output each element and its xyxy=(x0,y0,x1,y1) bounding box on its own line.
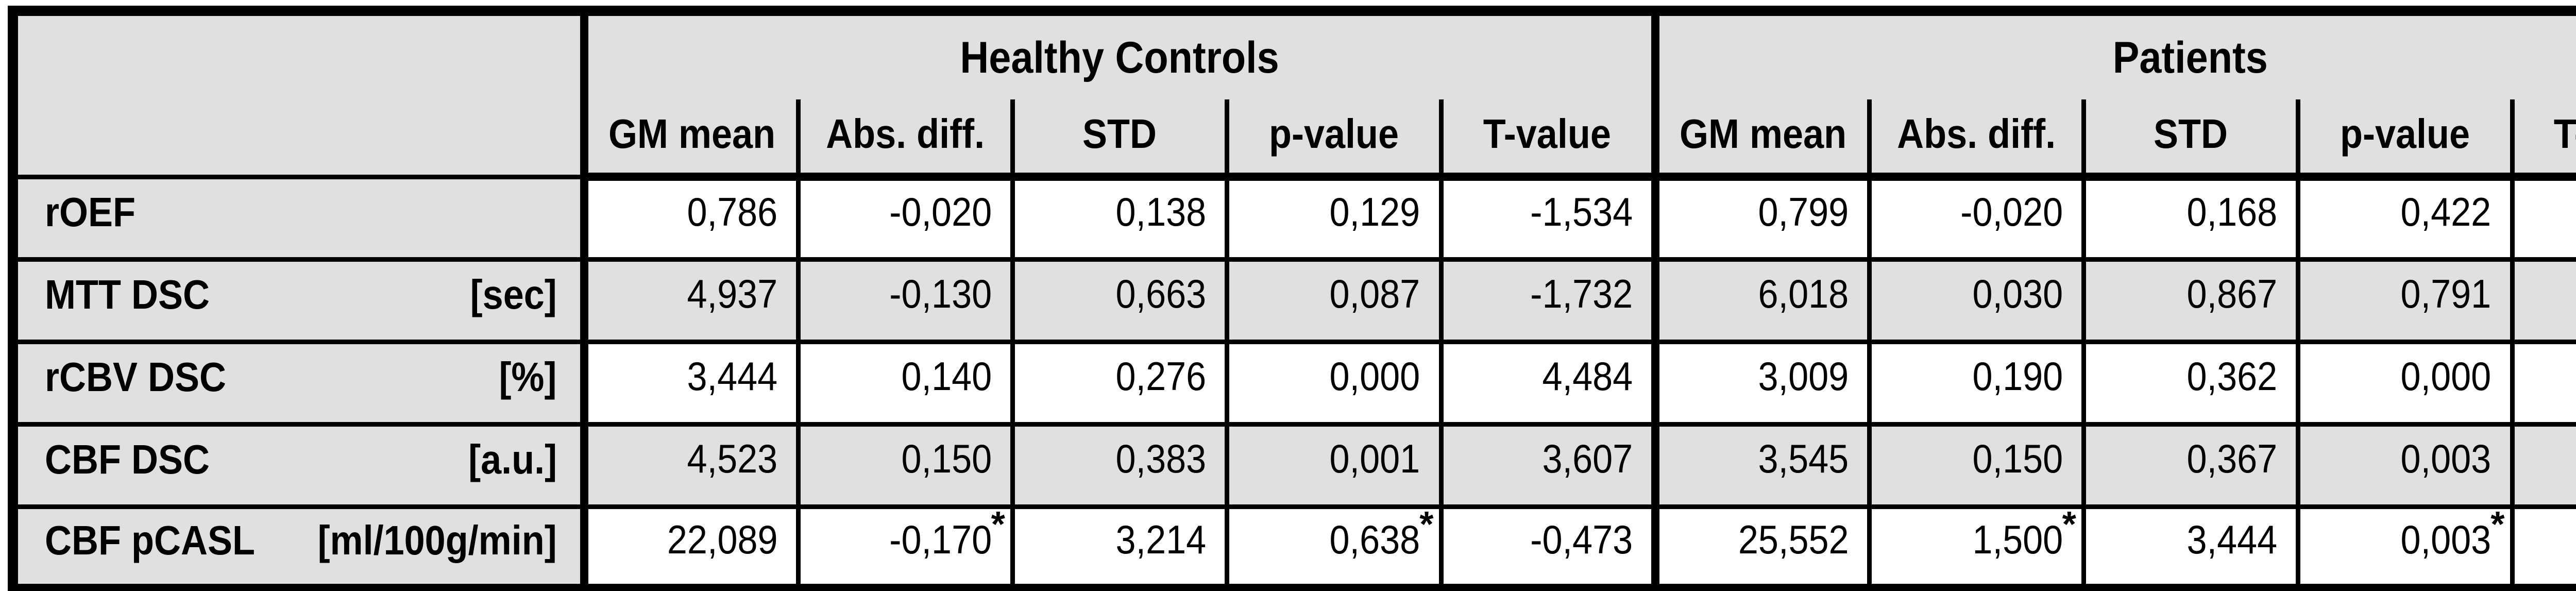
metric-unit: [ml/100g/min] xyxy=(317,517,557,564)
value-cell: 0,267 xyxy=(2510,257,2576,344)
column-header-pat-std: STD xyxy=(2081,99,2300,181)
value-cell: 4,937 xyxy=(582,257,801,344)
value-cell: 22,089 xyxy=(582,504,801,591)
column-header-hc-p-value: p-value xyxy=(1224,99,1444,181)
significance-asterisk: * xyxy=(2062,503,2076,544)
table-row: CBF pCASL [ml/100g/min] 22,089 -0,170 * 3… xyxy=(10,503,2576,591)
metric-unit: [sec] xyxy=(470,272,557,317)
metric-cell: CBF pCASL [ml/100g/min] xyxy=(10,504,588,591)
value-cell: 0,799 xyxy=(1651,174,1872,262)
group-header-healthy-controls: Healthy Controls xyxy=(582,8,1658,99)
metric-label: CBF pCASL xyxy=(45,517,255,564)
column-header-pat-gm-mean: GM mean xyxy=(1651,99,1872,181)
value-cell: 4,523 xyxy=(582,421,801,509)
value-cell: 3,906 xyxy=(2510,339,2576,427)
value-cell: 1,500 * xyxy=(1867,503,2086,591)
value-cell: 0,791 xyxy=(2295,257,2515,344)
value-cell: -0,170 * xyxy=(796,503,1015,591)
value-cell: 25,552 xyxy=(1651,504,1872,591)
value-cell: 0,003 * xyxy=(2295,503,2515,591)
value-cell: -0,809 xyxy=(2510,174,2576,262)
value-cell: 0,638 * xyxy=(1224,503,1444,591)
value-cell: 0,367 xyxy=(2081,421,2300,509)
value-cell: 3,444 xyxy=(2081,504,2300,591)
corner-cell xyxy=(10,8,588,179)
metric-cell: rOEF xyxy=(10,174,588,262)
group-header-label: Patients xyxy=(2112,32,2268,82)
column-header-hc-t-value: T-value xyxy=(1438,99,1658,181)
value-cell: 4,484 xyxy=(1438,339,1658,427)
table-row: rOEF 0,786 -0,020 0,138 0,129 -1,534 0,7… xyxy=(10,174,2576,262)
value-cell: 0,003 xyxy=(2295,421,2515,509)
value-cell: 3,545 xyxy=(1651,421,1872,509)
value-cell: 0,190 xyxy=(1867,339,2086,427)
metric-unit: [%] xyxy=(499,354,557,400)
table-row: rCBV DSC [%] 3,444 0,140 0,276 0,000 4,4… xyxy=(10,339,2576,427)
sub-header-row: GM mean Abs. diff. STD p-value T-value G… xyxy=(13,99,2576,181)
value-cell: 0,001 xyxy=(1224,421,1444,509)
value-cell: 0,000 xyxy=(1224,339,1444,427)
value-cell: -1,534 xyxy=(1438,174,1658,262)
metric-label: rCBV DSC xyxy=(45,354,227,400)
group-header-row: Healthy Controls Patients xyxy=(10,8,2576,179)
metric-unit: [a.u.] xyxy=(468,436,557,482)
value-cell: 0,087 xyxy=(1224,257,1444,344)
value-cell: 0,663 xyxy=(1010,257,1229,344)
value-cell: 0,150 xyxy=(1867,421,2086,509)
results-table: Healthy Controls Patients GM mean Abs. d… xyxy=(8,6,2576,591)
table-row: MTT DSC [sec] 4,937 -0,130 0,663 0,087 -… xyxy=(10,257,2576,344)
value-cell: 0,140 xyxy=(796,339,1015,427)
significance-asterisk: * xyxy=(1419,503,1434,544)
value-cell: 0,786 xyxy=(582,174,801,262)
column-header-pat-p-value: p-value xyxy=(2295,99,2515,181)
value-cell: 0,276 xyxy=(1010,339,1229,427)
value-cell: 0,138 xyxy=(1010,174,1229,262)
value-cell: 3,132 xyxy=(2510,504,2576,591)
value-cell: 3,124 xyxy=(2510,421,2576,509)
value-cell: 6,018 xyxy=(1651,257,1872,344)
metric-cell: MTT DSC [sec] xyxy=(10,257,588,344)
value-cell: 0,000 xyxy=(2295,339,2515,427)
value-cell: 3,607 xyxy=(1438,421,1658,509)
table-row: CBF DSC [a.u.] 4,523 0,150 0,383 0,001 3… xyxy=(10,421,2576,509)
value-cell: 0,362 xyxy=(2081,339,2300,427)
value-cell: 0,150 xyxy=(796,421,1015,509)
value-cell: 0,030 xyxy=(1867,257,2086,344)
value-cell: 0,168 xyxy=(2081,174,2300,262)
value-cell: 0,867 xyxy=(2081,257,2300,344)
group-header-label: Healthy Controls xyxy=(960,32,1279,82)
value-cell: 0,422 xyxy=(2295,174,2515,262)
metric-cell: CBF DSC [a.u.] xyxy=(10,421,588,509)
significance-asterisk: * xyxy=(991,503,1005,544)
value-cell: -0,473 xyxy=(1438,504,1658,591)
value-cell: 3,444 xyxy=(582,339,801,427)
metric-cell: rCBV DSC [%] xyxy=(10,339,588,427)
value-cell: -0,020 xyxy=(1867,174,2086,262)
metric-label: MTT DSC xyxy=(45,272,210,317)
value-cell: -1,732 xyxy=(1438,257,1658,344)
value-cell: 0,383 xyxy=(1010,421,1229,509)
column-header-hc-std: STD xyxy=(1010,99,1229,181)
column-header-hc-abs-diff: Abs. diff. xyxy=(796,99,1015,181)
value-cell: 3,009 xyxy=(1651,339,1872,427)
group-header-patients: Patients xyxy=(1651,8,2576,99)
metric-label: rOEF xyxy=(45,189,136,235)
column-header-pat-t-value: T-value xyxy=(2510,99,2576,181)
column-header-pat-abs-diff: Abs. diff. xyxy=(1867,99,2086,181)
value-cell: -0,130 xyxy=(796,257,1015,344)
column-header-hc-gm-mean: GM mean xyxy=(582,99,801,181)
metric-label: CBF DSC xyxy=(45,436,210,482)
value-cell: 0,129 xyxy=(1224,174,1444,262)
value-cell: -0,020 xyxy=(796,174,1015,262)
significance-asterisk: * xyxy=(2490,503,2505,544)
value-cell: 3,214 xyxy=(1010,504,1229,591)
